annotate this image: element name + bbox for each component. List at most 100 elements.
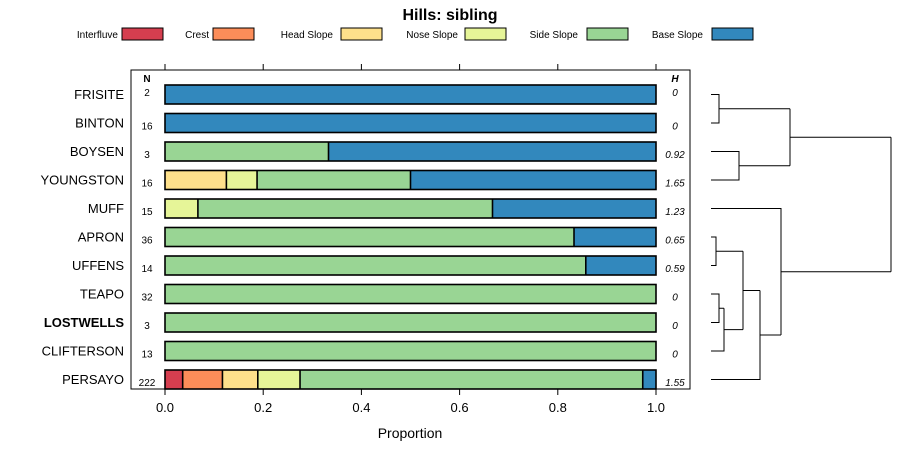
row-label-clifterson: CLIFTERSON bbox=[42, 344, 124, 359]
bar-segment-muff-side-slope bbox=[197, 199, 493, 218]
h-column: H 0 0 0.92 1.65 1.23 0.65 0.59 0 0 0 1.55 bbox=[665, 74, 685, 389]
bar-segment-boysen-side-slope bbox=[165, 142, 329, 161]
dendrogram-branch-autp bbox=[711, 290, 761, 380]
bar-row-teapo bbox=[164, 283, 657, 305]
h-value-lostwells: 0 bbox=[672, 321, 678, 332]
chart-title: Hills: sibling bbox=[402, 7, 497, 24]
bar-outline-youngston bbox=[164, 169, 657, 191]
legend-swatch-crest bbox=[212, 27, 255, 41]
legend-label-side-slope: Side Slope bbox=[530, 30, 579, 41]
dendrogram-branch-au bbox=[711, 236, 717, 266]
bar-segment-persayo-crest bbox=[182, 370, 223, 389]
x-tick-label-2: 0.4 bbox=[352, 400, 370, 415]
x-tick-label-1: 0.2 bbox=[254, 400, 272, 415]
x-axis-label: Proportion bbox=[378, 425, 443, 441]
bar-row-persayo bbox=[164, 369, 657, 390]
row-label-uffens: UFFENS bbox=[72, 258, 124, 273]
bar-segment-lostwells-side-slope bbox=[165, 313, 656, 332]
bar-outline-teapo bbox=[164, 283, 657, 305]
bar-row-youngston bbox=[164, 169, 657, 191]
bar-segment-binton-base-slope bbox=[165, 113, 656, 133]
bar-segment-apron-side-slope bbox=[165, 227, 575, 247]
h-value-teapo: 0 bbox=[672, 293, 678, 304]
row-label-persayo: PERSAYO bbox=[62, 372, 124, 387]
row-label-boysen: BOYSEN bbox=[70, 144, 124, 159]
top-axis-ticks bbox=[164, 64, 657, 70]
n-value-binton: 16 bbox=[141, 122, 153, 133]
bar-segment-youngston-nose-slope bbox=[226, 170, 258, 190]
n-value-persayo: 222 bbox=[139, 378, 156, 389]
bar-segment-youngston-head-slope bbox=[165, 170, 227, 190]
dendrogram-branch-mr bbox=[711, 208, 782, 335]
legend-label-interfluve: Interfluve bbox=[77, 30, 119, 41]
bar-segment-frisite-base-slope bbox=[165, 85, 656, 104]
h-value-frisite: 0 bbox=[672, 88, 678, 99]
n-value-frisite: 2 bbox=[144, 88, 150, 99]
bar-segment-muff-nose-slope bbox=[165, 199, 198, 218]
bar-outline-binton bbox=[164, 112, 657, 134]
n-column: N 2 16 3 16 15 36 14 32 3 13 222 bbox=[139, 74, 156, 389]
row-label-youngston: YOUNGSTON bbox=[40, 173, 124, 188]
legend-swatch-nose-slope bbox=[464, 27, 507, 41]
bar-segment-youngston-side-slope bbox=[257, 170, 411, 190]
row-label-binton: BINTON bbox=[75, 116, 124, 131]
row-labels: FRISITE BINTON BOYSEN YOUNGSTON MUFF APRON UFF… bbox=[40, 87, 124, 387]
bar-segment-persayo-head-slope bbox=[222, 370, 258, 389]
x-tick-label-4: 0.8 bbox=[549, 400, 567, 415]
bar-row-binton bbox=[164, 112, 657, 134]
h-header: H bbox=[671, 74, 679, 85]
legend-label-nose-slope: Nose Slope bbox=[406, 30, 458, 41]
legend-swatch-side-slope bbox=[586, 27, 629, 41]
dendrogram-branch-fb bbox=[711, 94, 720, 124]
row-label-teapo: TEAPO bbox=[80, 287, 124, 302]
h-value-muff: 1.23 bbox=[665, 207, 685, 218]
bar-outline-frisite bbox=[164, 84, 657, 105]
h-value-apron: 0.65 bbox=[665, 236, 685, 247]
bar-segment-persayo-base-slope bbox=[642, 370, 656, 389]
n-value-clifterson: 13 bbox=[141, 350, 153, 361]
bar-segment-youngston-base-slope bbox=[410, 170, 656, 190]
row-label-lostwells: LOSTWELLS bbox=[44, 315, 124, 330]
h-value-binton: 0 bbox=[672, 122, 678, 133]
bar-segment-persayo-side-slope bbox=[300, 370, 643, 389]
legend-swatch-interfluve bbox=[121, 27, 164, 41]
bar-segment-persayo-interfluve bbox=[165, 370, 183, 389]
legend-swatch-base-slope bbox=[711, 27, 754, 41]
bar-row-clifterson bbox=[164, 340, 657, 362]
legend-label-crest: Crest bbox=[185, 30, 209, 41]
x-axis: 0.0 0.2 0.4 0.6 0.8 1.0 bbox=[156, 389, 665, 415]
bar-row-frisite bbox=[164, 84, 657, 105]
row-label-muff: MUFF bbox=[88, 201, 124, 216]
h-value-youngston: 1.65 bbox=[665, 179, 685, 190]
n-value-uffens: 14 bbox=[141, 264, 153, 275]
bar-segment-persayo-nose-slope bbox=[257, 370, 301, 389]
bar-outline-clifterson bbox=[164, 340, 657, 362]
bar-segment-boysen-base-slope bbox=[328, 142, 656, 161]
bar-row-boysen bbox=[164, 141, 657, 162]
legend-label-base-slope: Base Slope bbox=[652, 30, 704, 41]
bar-segment-muff-base-slope bbox=[492, 199, 656, 218]
legend: Interfluve Crest Head Slope Nose Slope Side … bbox=[77, 27, 754, 41]
n-value-boysen: 3 bbox=[144, 150, 150, 161]
n-value-youngston: 16 bbox=[141, 179, 153, 190]
dendrogram-branch-tl bbox=[711, 293, 720, 323]
row-label-apron: APRON bbox=[78, 230, 124, 245]
n-header: N bbox=[143, 74, 150, 85]
x-tick-label-5: 1.0 bbox=[647, 400, 665, 415]
bar-segment-apron-base-slope bbox=[574, 227, 656, 247]
h-value-clifterson: 0 bbox=[672, 350, 678, 361]
bar-outline-apron bbox=[164, 226, 657, 248]
x-tick-label-0: 0.0 bbox=[156, 400, 174, 415]
legend-label-head-slope: Head Slope bbox=[281, 30, 334, 41]
legend-swatch-head-slope bbox=[340, 27, 383, 41]
dendrogram-branch-tlc bbox=[711, 308, 725, 352]
h-value-boysen: 0.92 bbox=[665, 150, 685, 161]
h-value-uffens: 0.59 bbox=[665, 264, 685, 275]
n-value-teapo: 32 bbox=[141, 293, 153, 304]
bar-row-lostwells bbox=[164, 312, 657, 333]
bars bbox=[164, 84, 657, 390]
bar-segment-teapo-side-slope bbox=[165, 284, 656, 304]
dendrogram-branch-by bbox=[711, 151, 740, 181]
